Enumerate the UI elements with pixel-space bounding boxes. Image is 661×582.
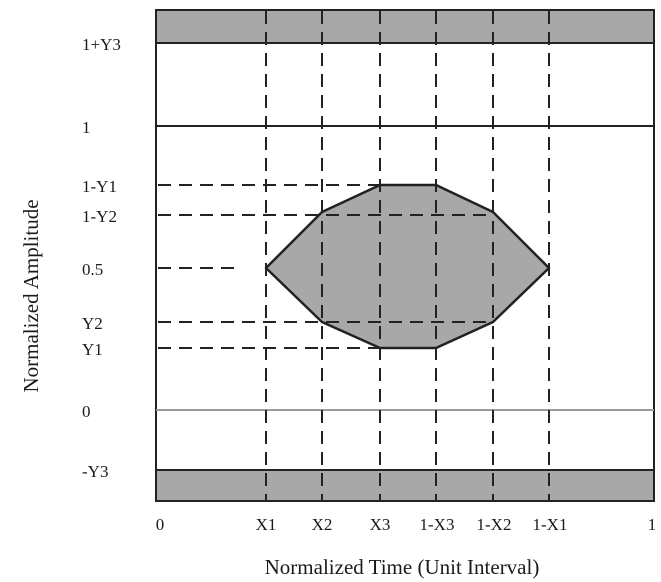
x-label-x3: X3 [370, 515, 391, 534]
x-label-1-minus-x3: 1-X3 [420, 515, 455, 534]
x-label-x2: X2 [312, 515, 333, 534]
lower-mask-region [157, 470, 653, 500]
x-label-1-minus-x1: 1-X1 [533, 515, 568, 534]
upper-mask-region [157, 11, 653, 43]
y-label-minus-y3: -Y3 [82, 462, 108, 481]
y-label-1-minus-y2: 1-Y2 [82, 207, 117, 226]
y-label-1: 1 [82, 118, 91, 137]
y-label-y2: Y2 [82, 314, 103, 333]
y-label-1-minus-y1: 1-Y1 [82, 177, 117, 196]
y-label-half: 0.5 [82, 260, 103, 279]
x-axis-title: Normalized Time (Unit Interval) [265, 555, 540, 579]
y-axis-title: Normalized Amplitude [19, 199, 43, 392]
y-label-0: 0 [82, 402, 91, 421]
y-label-y1: Y1 [82, 340, 103, 359]
x-label-1: 1 [648, 515, 657, 534]
x-label-1-minus-x2: 1-X2 [477, 515, 512, 534]
y-label-1-plus-y3: 1+Y3 [82, 35, 121, 54]
x-label-x1: X1 [256, 515, 277, 534]
x-label-0: 0 [156, 515, 165, 534]
